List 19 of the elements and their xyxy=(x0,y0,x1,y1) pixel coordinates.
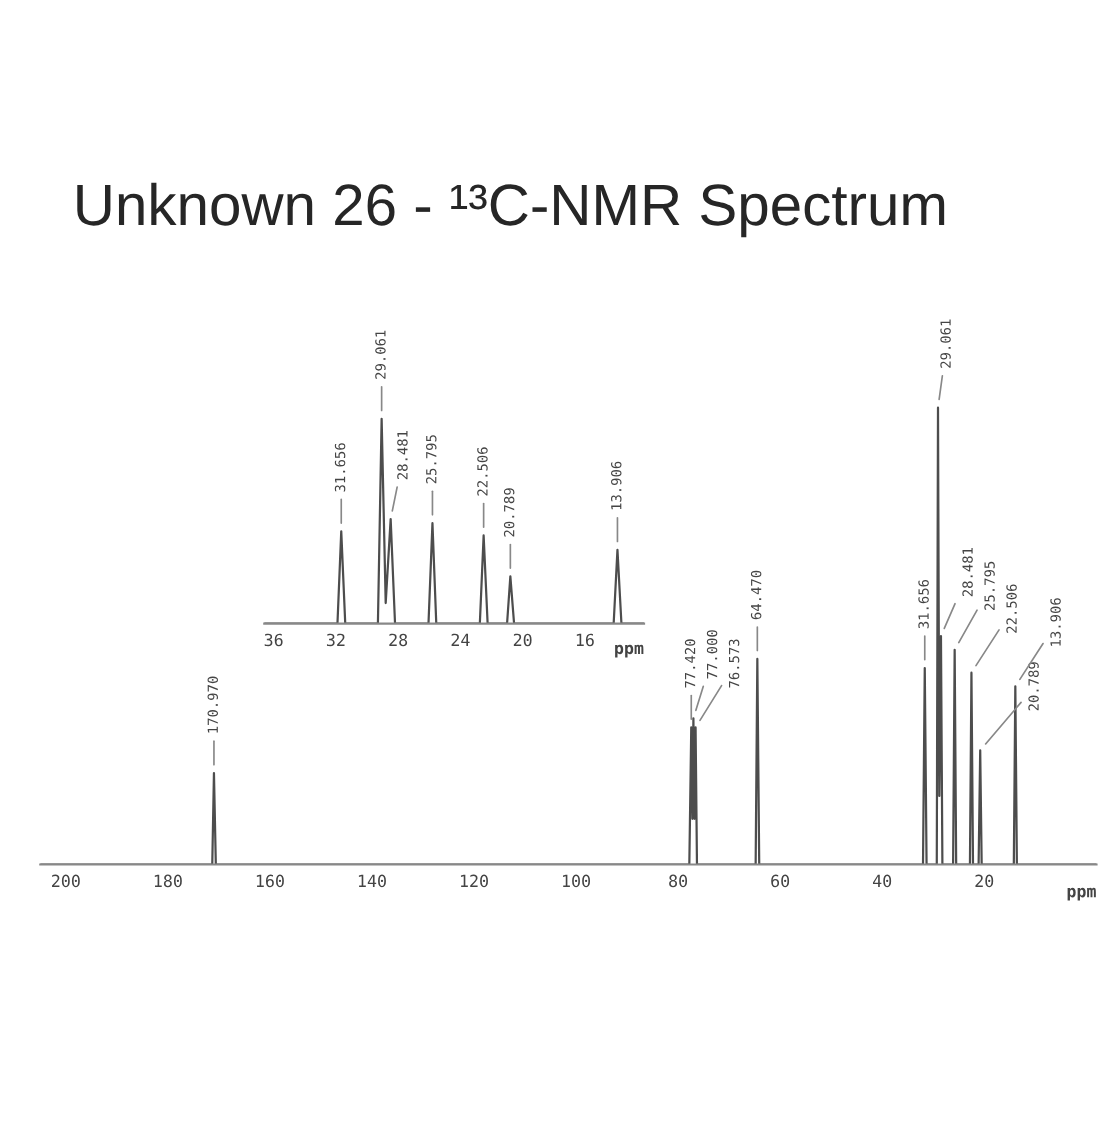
x-axis-title: ppm xyxy=(615,644,644,658)
x-tick-label: 180 xyxy=(154,874,182,888)
x-tick-label: 20 xyxy=(975,874,994,888)
x-tick-label: 16 xyxy=(576,633,594,647)
x-tick-label: 120 xyxy=(460,874,488,888)
x-tick-label: 100 xyxy=(563,874,591,888)
x-tick-label: 28 xyxy=(389,633,408,647)
x-tick-label: 36 xyxy=(264,633,283,647)
x-tick-label: 40 xyxy=(872,874,892,888)
x-tick-label: 24 xyxy=(451,633,470,647)
x-axis-title: ppm xyxy=(1067,887,1096,901)
x-tick-label: 32 xyxy=(326,633,345,647)
chart-title: Unknown 26 - ¹³C-NMR Spectrum xyxy=(77,182,945,238)
x-tick-label: 60 xyxy=(771,874,790,888)
x-tick-label: 140 xyxy=(358,874,386,888)
x-tick-label: 20 xyxy=(513,633,532,647)
x-tick-label: 80 xyxy=(669,874,688,888)
x-tick-label: 200 xyxy=(52,874,80,888)
x-tick-label: 160 xyxy=(256,874,284,888)
